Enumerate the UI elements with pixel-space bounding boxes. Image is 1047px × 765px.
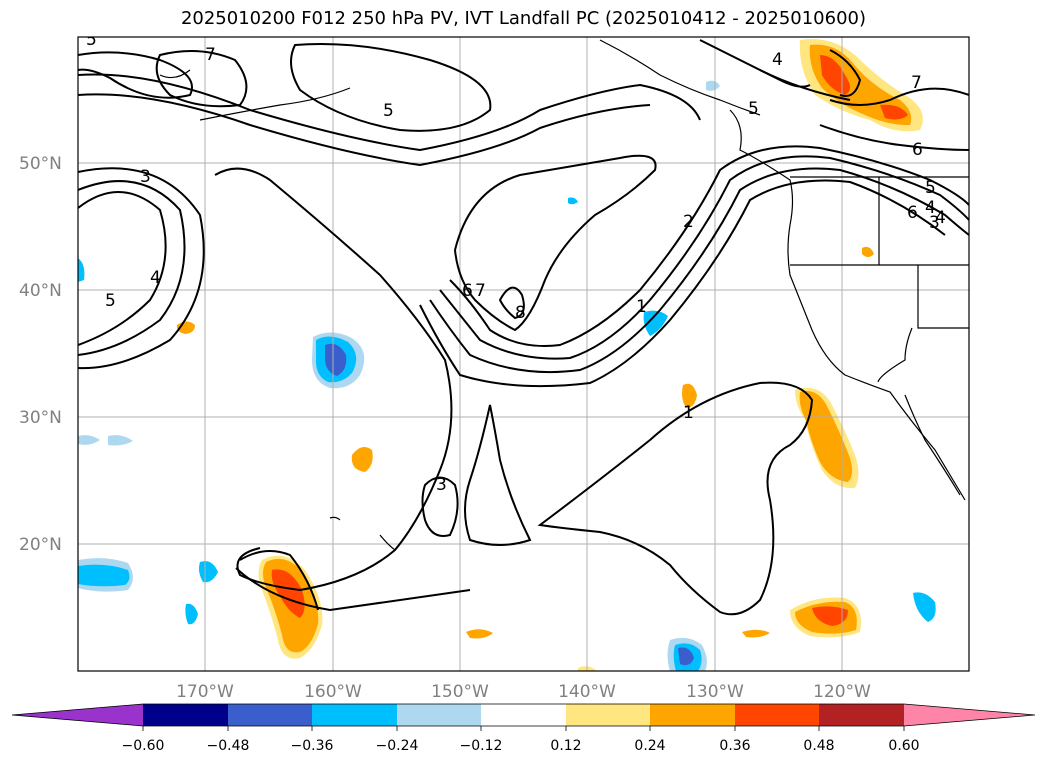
colorbar-segment (566, 704, 650, 726)
colorbar-tick-label: −0.12 (460, 738, 503, 754)
lon-label: 140°W (558, 682, 616, 702)
contour-label: 5 (383, 101, 394, 121)
lon-label: 160°W (304, 682, 362, 702)
colorbar-segment (228, 704, 312, 726)
colorbar-segment (819, 704, 904, 726)
colorbar-tick-label: −0.36 (291, 738, 334, 754)
colorbar-tick-label: 0.48 (803, 738, 834, 754)
shaded-anomalies (78, 39, 936, 671)
contour-label: 6 (907, 203, 918, 223)
colorbar-segment (312, 704, 397, 726)
contour-label: 7 (475, 281, 486, 301)
colorbar-segment (650, 704, 735, 726)
lon-label: 120°W (813, 682, 871, 702)
colorbar: −0.60 −0.48 −0.36 −0.24 −0.12 0.12 0.24 … (11, 703, 1036, 754)
lon-label: 130°W (686, 682, 744, 702)
contour-label: 7 (205, 45, 216, 65)
colorbar-tick-label: 0.24 (634, 738, 665, 754)
map-border (77, 36, 970, 672)
contour-label: 3 (436, 475, 447, 495)
map-gridlines (78, 37, 969, 671)
colorbar-tick-label: −0.24 (376, 738, 419, 754)
colorbar-segment (397, 704, 481, 726)
lat-labels: 50°N 40°N 30°N 20°N (19, 154, 62, 555)
contour-label: 3 (140, 167, 151, 187)
colorbar-extend-low (12, 704, 143, 726)
map-area (78, 37, 969, 671)
lat-label: 40°N (19, 281, 62, 301)
contour-label: 8 (515, 303, 526, 323)
contour-label: 4 (772, 50, 783, 70)
pv-contours (78, 39, 969, 616)
map-title: 2025010200 F012 250 hPa PV, IVT Landfall… (180, 8, 867, 29)
lat-label: 50°N (19, 154, 62, 174)
colorbar-tick-label: 0.36 (719, 738, 750, 754)
lat-label: 20°N (19, 535, 62, 555)
colorbar-segment (143, 704, 228, 726)
colorbar-segment (735, 704, 819, 726)
colorbar-tick-label: 0.60 (888, 738, 919, 754)
lat-label: 30°N (19, 408, 62, 428)
colorbar-tick-label: −0.48 (207, 738, 250, 754)
lon-labels: 170°W 160°W 150°W 140°W 130°W 120°W (176, 682, 871, 702)
contour-label: 1 (636, 297, 647, 317)
colorbar-tick-label: 0.12 (550, 738, 581, 754)
colorbar-extend-high (904, 704, 1035, 726)
colorbar-ticks (142, 726, 905, 731)
contour-label: 2 (683, 212, 694, 232)
contour-label: 1 (683, 403, 694, 423)
contour-labels: 7 5 3 4 5 7 6 8 2 1 1 3 4 5 6 7 4 5 6 5 … (86, 30, 946, 495)
colorbar-segment (481, 704, 566, 726)
contour-label: 5 (86, 30, 97, 50)
contour-label: 5 (925, 178, 936, 198)
contour-label: 5 (105, 291, 116, 311)
contour-label: 4 (925, 198, 936, 218)
contour-label: 5 (748, 99, 759, 119)
contour-label: 3 (929, 213, 940, 233)
lon-label: 150°W (431, 682, 489, 702)
contour-label: 6 (462, 281, 473, 301)
colorbar-tick-label: −0.60 (122, 738, 165, 754)
contour-label: 6 (912, 140, 923, 160)
lon-label: 170°W (176, 682, 234, 702)
contour-label: 7 (911, 73, 922, 93)
contour-label: 4 (150, 268, 161, 288)
contour-label: 4 (935, 208, 946, 228)
